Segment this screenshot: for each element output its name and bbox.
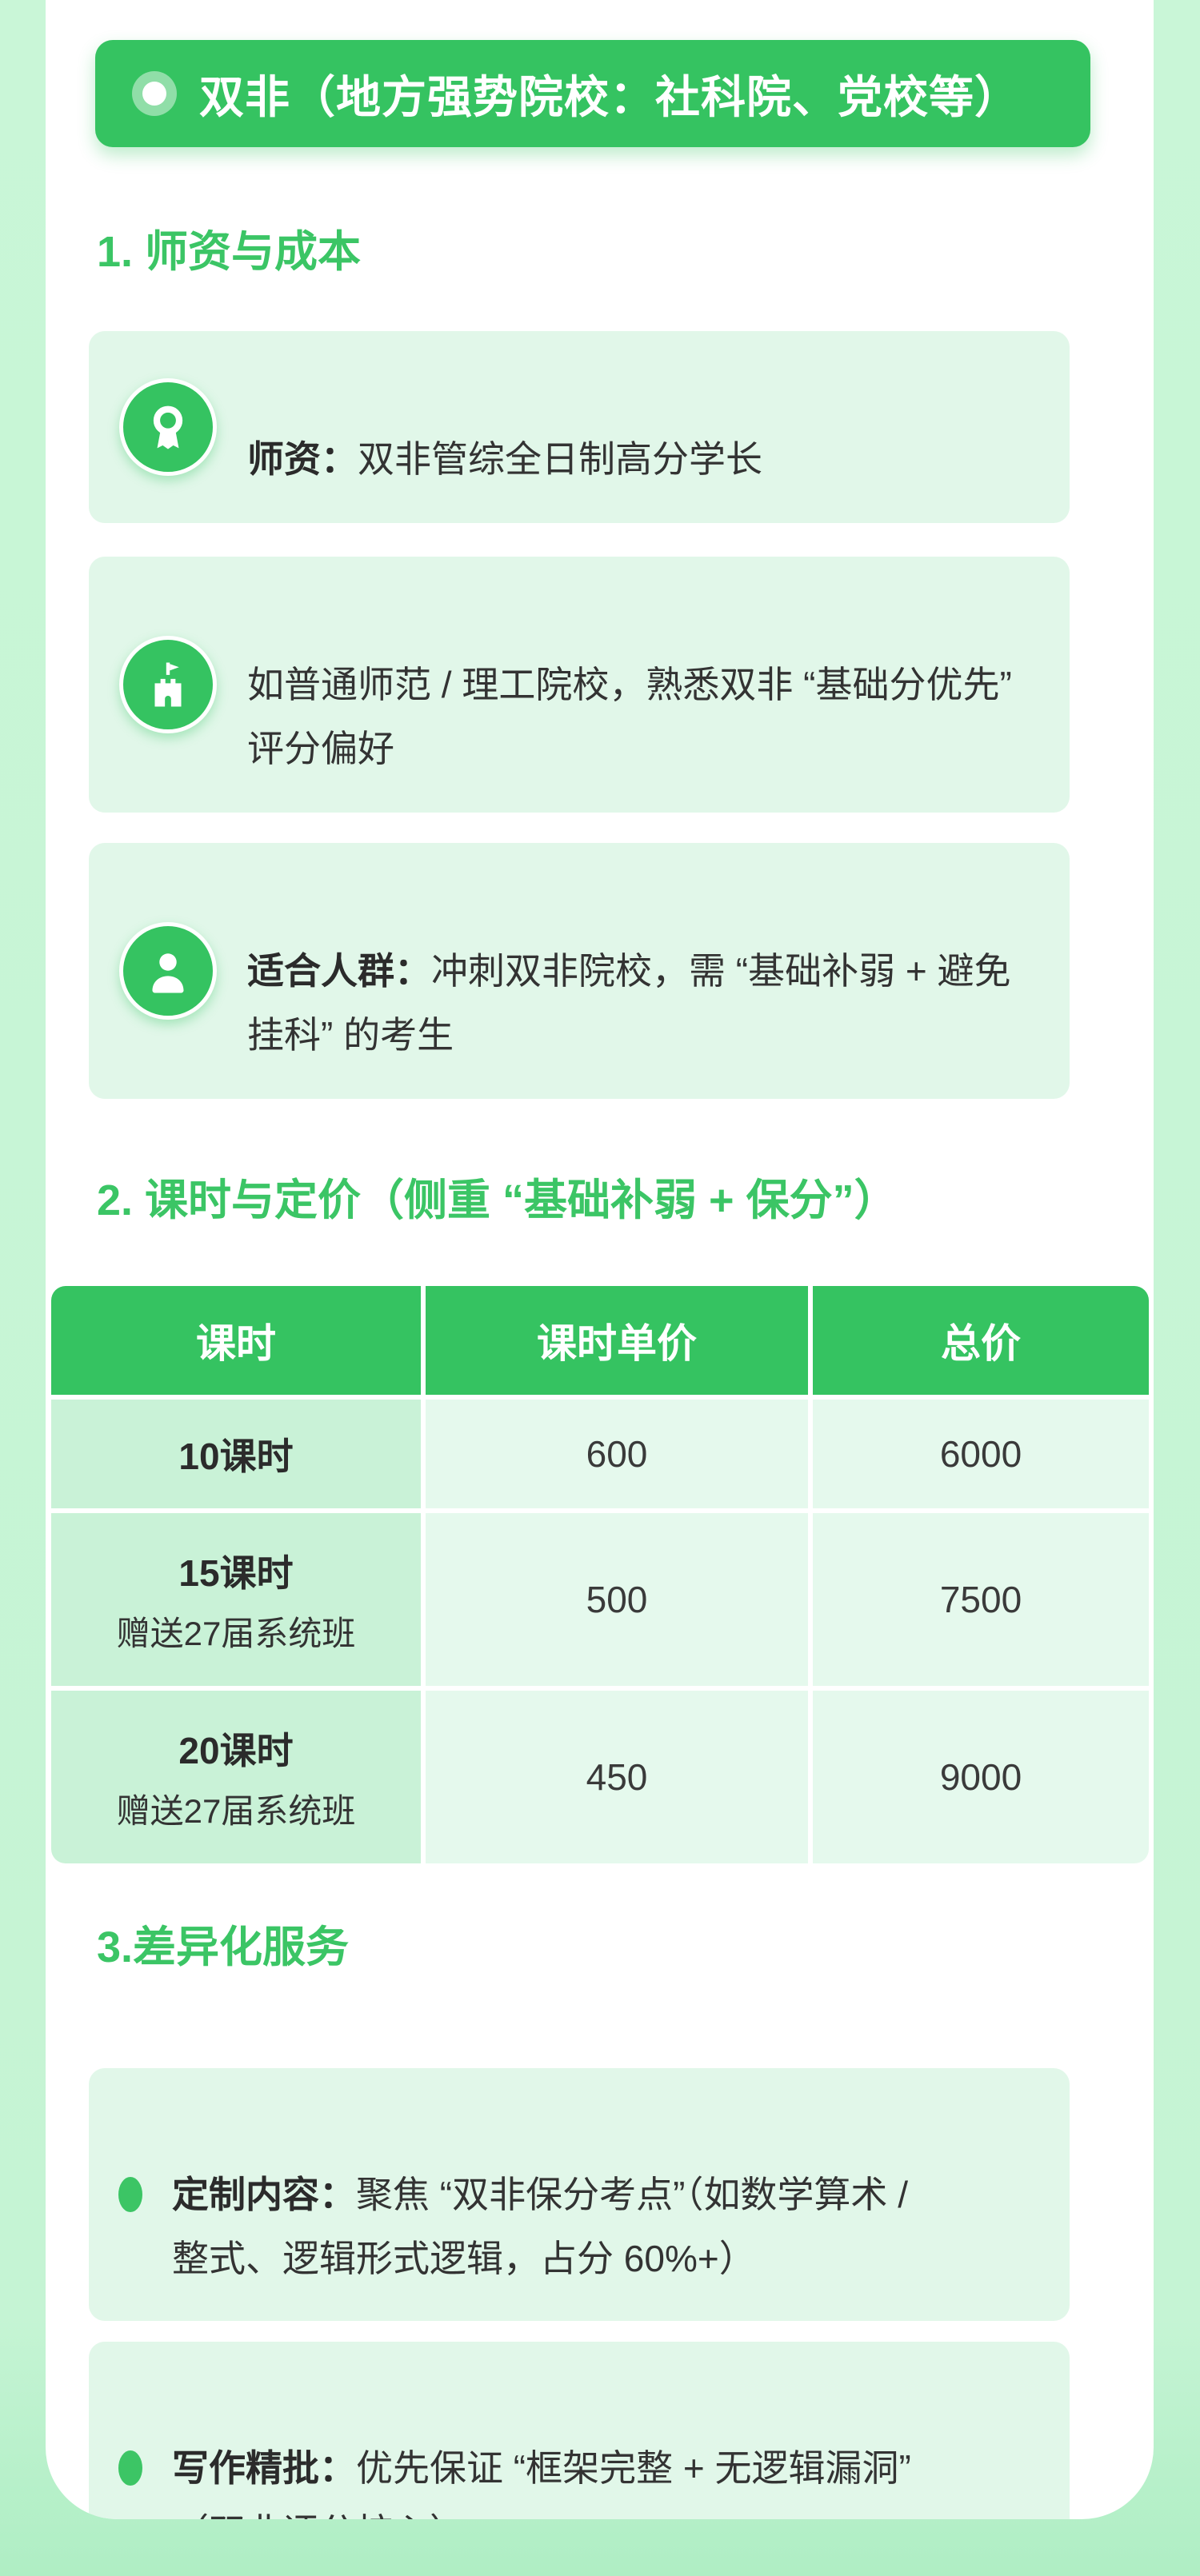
service-card-body: 优先保证 “框架完整 + 无逻辑漏洞” （双非评分核心）	[172, 2447, 911, 2519]
banner-title: 双非（地方强势院校：社科院、党校等）	[199, 71, 1020, 122]
service-card-custom-content: 定制内容：聚焦 “双非保分考点”（如数学算术 / 整式、逻辑形式逻辑，占分 60…	[89, 2068, 1070, 2321]
bullet-dot-inner	[142, 82, 166, 106]
info-card-body: 冲刺双非院校，需 “基础补弱 + 避免 挂科” 的考生	[247, 950, 1011, 1056]
info-card-target-audience: 适合人群：冲刺双非院校，需 “基础补弱 + 避免 挂科” 的考生	[89, 843, 1070, 1099]
info-card-label: 师资：	[247, 438, 358, 480]
service-card-label: 定制内容：	[172, 2174, 356, 2215]
service-card-label: 写作精批：	[172, 2447, 356, 2489]
hours-label: 10课时	[178, 1436, 294, 1477]
section-title-pricing: 2. 课时与定价（侧重 “基础补弱 + 保分”）	[97, 1176, 898, 1224]
service-card-text: 写作精批：优先保证 “框架完整 + 无逻辑漏洞” （双非评分核心）	[172, 2372, 911, 2519]
hours-label: 15课时	[178, 1552, 294, 1594]
hours-note: 赠送27届系统班	[116, 1614, 356, 1652]
table-row-total-cell: 6000	[813, 1400, 1149, 1508]
section-title-services: 3.差异化服务	[97, 1923, 350, 1971]
service-card-writing-review: 写作精批：优先保证 “框架完整 + 无逻辑漏洞” （双非评分核心）	[89, 2342, 1070, 2519]
header-banner: 双非（地方强势院校：社科院、党校等）	[95, 40, 1090, 147]
school-icon	[119, 636, 217, 733]
table-header-total: 总价	[813, 1286, 1149, 1395]
icon-wrap	[89, 922, 247, 1020]
icon-wrap	[89, 636, 247, 733]
section-title-faculty-cost: 1. 师资与成本	[97, 228, 362, 276]
pricing-table: 课时 课时单价 总价 10课时 600 6000 15课时 赠送27届系统班 5…	[51, 1286, 1149, 1863]
info-card-faculty: 师资：双非管综全日制高分学长	[89, 331, 1070, 523]
bullet-dot-icon	[118, 2177, 142, 2212]
icon-wrap	[89, 378, 247, 476]
content-sheet: 双非（地方强势院校：社科院、党校等） 1. 师资与成本 师资：双非管综全日制高分…	[46, 0, 1154, 2519]
bullet-wrap	[89, 2450, 172, 2486]
table-row-hours-cell: 20课时 赠送27届系统班	[51, 1691, 421, 1863]
table-row-total-cell: 9000	[813, 1691, 1149, 1863]
medal-icon	[119, 378, 217, 476]
table-row-hours-cell: 10课时	[51, 1400, 421, 1508]
table-header-unit-price: 课时单价	[426, 1286, 808, 1395]
info-card-text: 师资：双非管综全日制高分学长	[247, 363, 762, 491]
bullet-dot-icon	[118, 2450, 142, 2486]
table-row-hours-cell: 15课时 赠送27届系统班	[51, 1513, 421, 1686]
info-card-school-type: 如普通师范 / 理工院校，熟悉双非 “基础分优先” 评分偏好	[89, 557, 1070, 813]
info-card-body: 双非管综全日制高分学长	[358, 438, 762, 480]
bullet-wrap	[89, 2177, 172, 2212]
person-icon	[119, 922, 217, 1020]
table-row-unit-price-cell: 450	[426, 1691, 808, 1863]
service-card-text: 定制内容：聚焦 “双非保分考点”（如数学算术 / 整式、逻辑形式逻辑，占分 60…	[172, 2099, 908, 2290]
table-row-total-cell: 7500	[813, 1513, 1149, 1686]
info-card-text: 适合人群：冲刺双非院校，需 “基础补弱 + 避免 挂科” 的考生	[247, 875, 1011, 1067]
table-row-unit-price-cell: 600	[426, 1400, 808, 1508]
service-card-body: 聚焦 “双非保分考点”（如数学算术 / 整式、逻辑形式逻辑，占分 60%+）	[172, 2174, 908, 2279]
info-card-body: 如普通师范 / 理工院校，熟悉双非 “基础分优先” 评分偏好	[247, 664, 1012, 769]
hours-label: 20课时	[178, 1729, 294, 1771]
bullet-dot-icon	[132, 71, 177, 116]
table-row-unit-price-cell: 500	[426, 1513, 808, 1686]
hours-note: 赠送27届系统班	[116, 1791, 356, 1830]
info-card-text: 如普通师范 / 理工院校，熟悉双非 “基础分优先” 评分偏好	[247, 589, 1012, 781]
info-card-label: 适合人群：	[247, 950, 431, 992]
table-header-hours: 课时	[51, 1286, 421, 1395]
